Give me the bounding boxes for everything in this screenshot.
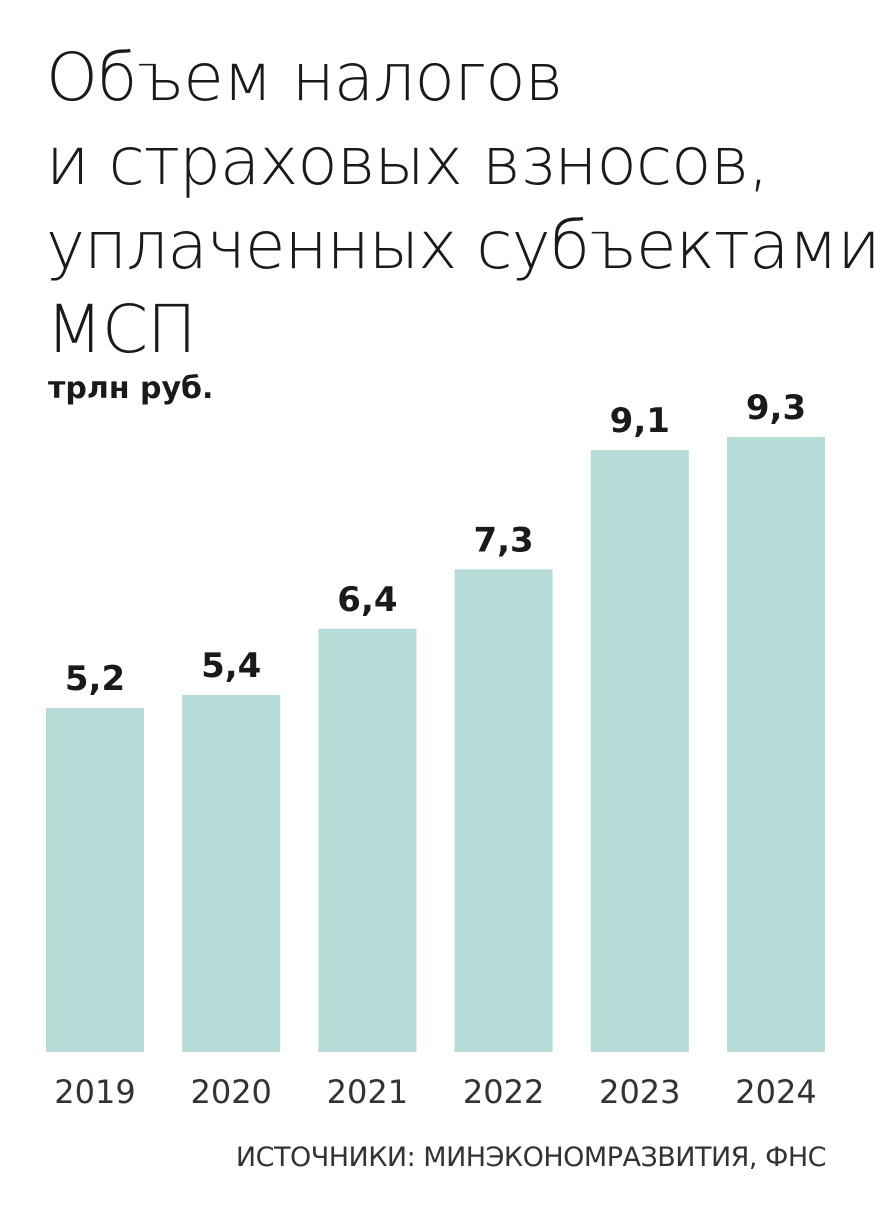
x-tick-label-2019: 2019 (54, 1073, 135, 1111)
bar-2024 (727, 437, 825, 1052)
title-line: уплаченных субъектами (46, 207, 881, 284)
data-label-2023: 9,1 (610, 401, 670, 441)
title-line: МСП (46, 291, 197, 368)
x-tick-label-2022: 2022 (463, 1073, 544, 1111)
data-label-2024: 9,3 (746, 388, 806, 428)
bar-2022 (454, 569, 553, 1052)
chart-title: Объем налогов и страховых взносов, уплач… (46, 36, 881, 372)
data-label-2019: 5,2 (65, 659, 125, 699)
x-tick-label-2020: 2020 (190, 1073, 271, 1111)
bar-2019 (46, 708, 144, 1052)
x-tick-label-2024: 2024 (735, 1073, 816, 1111)
bar-2021 (318, 628, 417, 1052)
title-line: и страховых взносов, (46, 123, 769, 200)
data-label-2021: 6,4 (337, 580, 397, 620)
data-label-2022: 7,3 (473, 520, 533, 560)
x-tick-label-2023: 2023 (599, 1073, 680, 1111)
source-note: ИСТОЧНИКИ: МИНЭКОНОМРАЗВИТИЯ, ФНС (235, 1142, 827, 1173)
bar-2020 (182, 694, 281, 1052)
bar-2023 (590, 450, 689, 1052)
title-line: Объем налогов (46, 39, 563, 116)
unit-label: трлн руб. (48, 371, 214, 406)
data-label-2020: 5,4 (201, 646, 261, 686)
x-tick-label-2021: 2021 (327, 1073, 408, 1111)
